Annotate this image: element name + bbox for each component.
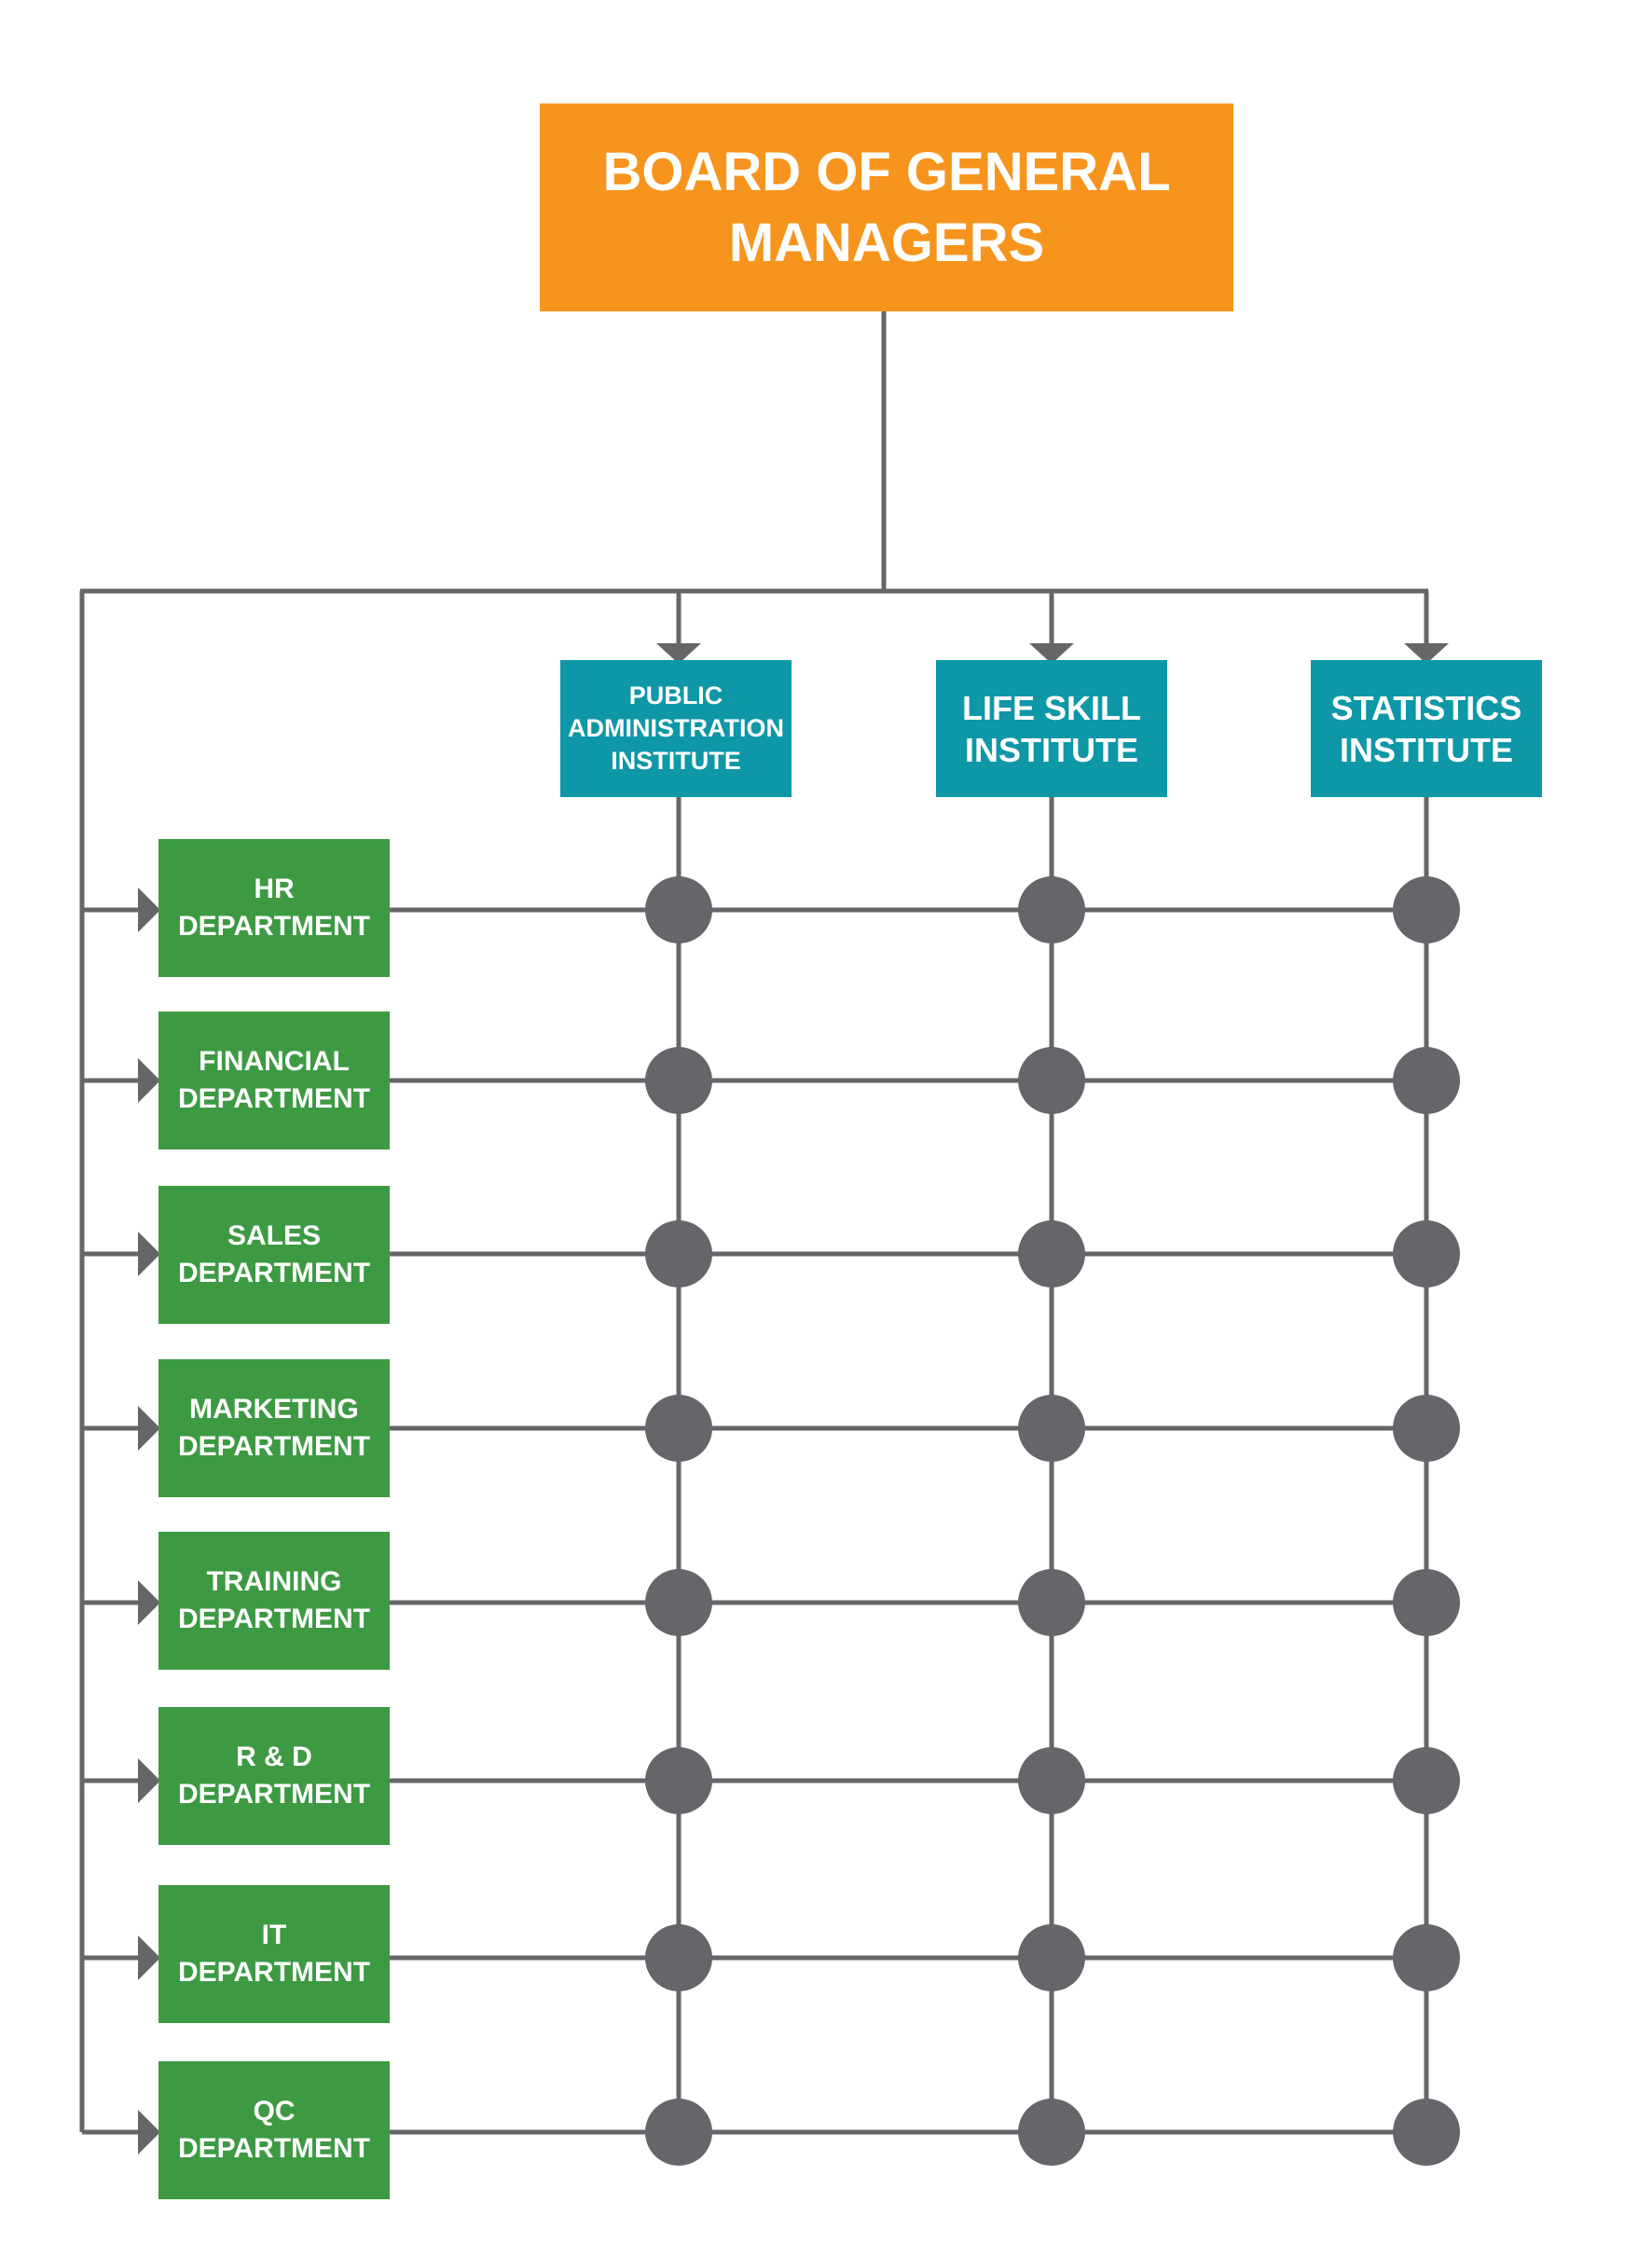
- marketing-department-box: MARKETING DEPARTMENT: [158, 1359, 390, 1497]
- board-label: BOARD OF GENERAL MANAGERS: [602, 141, 1171, 273]
- department-arrowhead-1: [138, 888, 160, 932]
- junction-node-r6-c3: [1393, 1747, 1460, 1814]
- junction-node-r5-c3: [1393, 1569, 1460, 1636]
- department-label: HR DEPARTMENT: [177, 874, 371, 942]
- life-skill-institute-box: LIFE SKILL INSTITUTE: [936, 660, 1167, 797]
- financial-department-box: FINANCIAL DEPARTMENT: [158, 1012, 390, 1150]
- public-administration-institute-box: PUBLIC ADMINISTRATION INSTITUTE: [560, 660, 792, 797]
- junction-node-r2-c1: [645, 1047, 712, 1114]
- department-label: IT DEPARTMENT: [177, 1920, 371, 1988]
- department-label: SALES DEPARTMENT: [177, 1220, 371, 1288]
- sales-department-box: SALES DEPARTMENT: [158, 1186, 390, 1324]
- department-label: QC DEPARTMENT: [177, 2096, 371, 2164]
- institute-label: STATISTICS INSTITUTE: [1330, 688, 1522, 769]
- junction-node-r3-c1: [645, 1220, 712, 1287]
- institute-arrowhead-2: [1029, 643, 1074, 664]
- junction-node-r6-c1: [645, 1747, 712, 1814]
- junction-node-r7-c2: [1018, 1924, 1085, 1991]
- junction-node-r5-c1: [645, 1569, 712, 1636]
- department-label: FINANCIAL DEPARTMENT: [177, 1046, 371, 1114]
- board-of-general-managers-box: BOARD OF GENERAL MANAGERS: [540, 103, 1233, 311]
- training-department-box: TRAINING DEPARTMENT: [158, 1532, 390, 1670]
- rd-department-box: R & D DEPARTMENT: [158, 1707, 390, 1845]
- statistics-institute-box: STATISTICS INSTITUTE: [1311, 660, 1542, 797]
- institute-arrowhead-3: [1404, 643, 1449, 664]
- it-department-box: IT DEPARTMENT: [158, 1885, 390, 2023]
- junction-node-r5-c2: [1018, 1569, 1085, 1636]
- junction-node-r7-c3: [1393, 1924, 1460, 1991]
- institute-label: LIFE SKILL INSTITUTE: [962, 688, 1141, 769]
- junction-node-r4-c1: [645, 1395, 712, 1462]
- department-label: MARKETING DEPARTMENT: [177, 1394, 371, 1462]
- junction-node-r8-c2: [1018, 2099, 1085, 2166]
- department-label: TRAINING DEPARTMENT: [177, 1566, 371, 1634]
- junction-node-r3-c3: [1393, 1220, 1460, 1287]
- junction-node-r8-c1: [645, 2099, 712, 2166]
- institute-arrowhead-1: [656, 643, 701, 664]
- junction-node-r2-c3: [1393, 1047, 1460, 1114]
- qc-department-box: QC DEPARTMENT: [158, 2061, 390, 2199]
- junction-node-r1-c3: [1393, 876, 1460, 943]
- department-arrowhead-4: [138, 1406, 160, 1451]
- junction-node-r8-c3: [1393, 2099, 1460, 2166]
- institute-label: PUBLIC ADMINISTRATION INSTITUTE: [568, 682, 784, 775]
- department-arrowhead-2: [138, 1058, 160, 1103]
- department-arrowhead-6: [138, 1758, 160, 1803]
- department-label: R & D DEPARTMENT: [177, 1742, 371, 1810]
- hr-department-box: HR DEPARTMENT: [158, 839, 390, 977]
- junction-node-r3-c2: [1018, 1220, 1085, 1287]
- department-arrowhead-8: [138, 2110, 160, 2155]
- junction-node-r2-c2: [1018, 1047, 1085, 1114]
- junction-node-r4-c3: [1393, 1395, 1460, 1462]
- junction-node-r1-c1: [645, 876, 712, 943]
- junction-node-r4-c2: [1018, 1395, 1085, 1462]
- junction-node-r7-c1: [645, 1924, 712, 1991]
- department-arrowhead-5: [138, 1580, 160, 1625]
- junction-node-r6-c2: [1018, 1747, 1085, 1814]
- department-arrowhead-7: [138, 1935, 160, 1980]
- junction-node-r1-c2: [1018, 876, 1085, 943]
- department-arrowhead-3: [138, 1232, 160, 1276]
